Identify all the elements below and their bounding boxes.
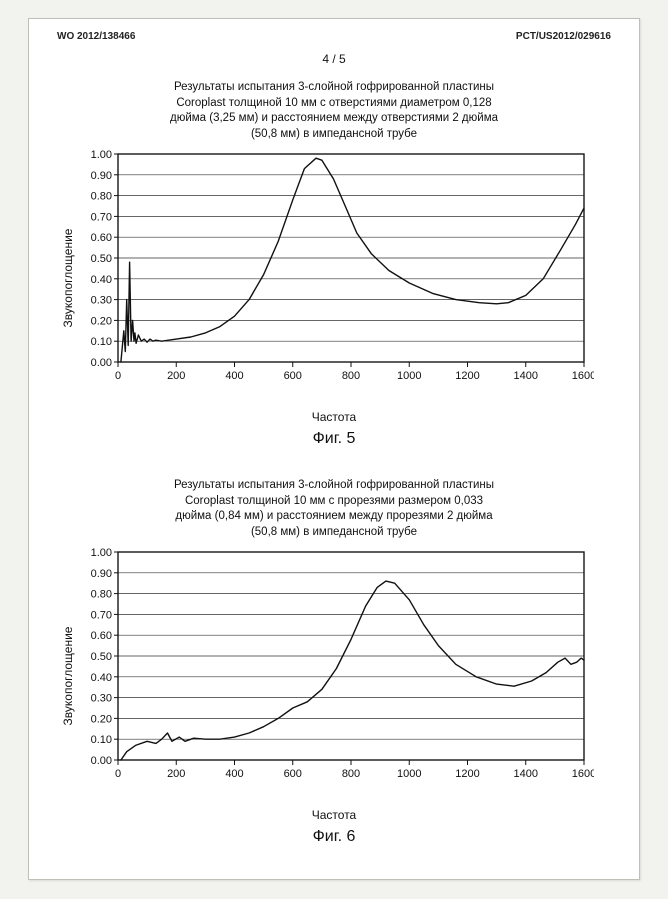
title-line: Результаты испытания 3-слойной гофрирова… (174, 479, 494, 491)
svg-text:1000: 1000 (397, 768, 421, 780)
svg-text:0.60: 0.60 (91, 232, 112, 244)
chart-6: 0.00 0.10 0.20 0.30 0.40 0.50 0.60 0.70 0.80 0.90… (74, 546, 594, 786)
svg-text:0: 0 (115, 768, 121, 780)
x-axis-label: Частота (57, 410, 611, 424)
figure-6-block: Результаты испытания 3-слойной гофрирова… (57, 478, 611, 846)
svg-text:0.20: 0.20 (91, 315, 112, 327)
page-header: WO 2012/138466 PCT/US2012/029616 (57, 31, 611, 42)
svg-text:0.90: 0.90 (91, 170, 112, 182)
svg-text:0.60: 0.60 (91, 630, 112, 642)
title-line: дюйма (0,84 мм) и расстоянием между прор… (175, 510, 492, 522)
svg-text:1200: 1200 (455, 370, 479, 382)
page-container: WO 2012/138466 PCT/US2012/029616 4 / 5 Р… (28, 18, 640, 880)
wo-number: WO 2012/138466 (57, 31, 135, 42)
svg-text:0.50: 0.50 (91, 253, 112, 265)
title-line: (50,8 мм) в импедансной трубе (251, 526, 417, 538)
title-line: дюйма (3,25 мм) и расстоянием между отве… (170, 112, 498, 124)
x-axis-label: Частота (57, 808, 611, 822)
svg-text:800: 800 (342, 370, 360, 382)
chart-5: 0.00 0.10 0.20 0.30 0.40 0.50 0.60 0.70 0.80 0.90… (74, 148, 594, 388)
svg-text:0.30: 0.30 (91, 693, 112, 705)
svg-text:600: 600 (284, 370, 302, 382)
svg-text:400: 400 (225, 370, 243, 382)
chart-5-wrap: Звукопоглощение 0.000.100.200.300.400.50… (74, 148, 594, 408)
svg-text:1200: 1200 (455, 768, 479, 780)
title-line: Результаты испытания 3-слойной гофрирова… (174, 81, 494, 93)
title-line: Coroplast толщиной 10 мм с отверстиями д… (176, 97, 491, 109)
svg-text:200: 200 (167, 370, 185, 382)
svg-text:0: 0 (115, 370, 121, 382)
svg-text:400: 400 (225, 768, 243, 780)
svg-text:0.70: 0.70 (91, 610, 112, 622)
svg-text:0.10: 0.10 (91, 734, 112, 746)
svg-text:0.40: 0.40 (91, 274, 112, 286)
svg-text:0.00: 0.00 (91, 755, 112, 767)
figure-6-label: Фиг. 6 (57, 828, 611, 846)
svg-text:0.50: 0.50 (91, 651, 112, 663)
svg-text:0.70: 0.70 (91, 211, 112, 223)
title-line: Coroplast толщиной 10 мм с прорезями раз… (185, 495, 483, 507)
svg-text:0.80: 0.80 (91, 191, 112, 203)
svg-text:0.20: 0.20 (91, 714, 112, 726)
svg-text:800: 800 (342, 768, 360, 780)
page-number: 4 / 5 (57, 52, 611, 66)
svg-text:200: 200 (167, 768, 185, 780)
svg-text:0.80: 0.80 (91, 589, 112, 601)
svg-text:600: 600 (284, 768, 302, 780)
pct-number: PCT/US2012/029616 (516, 31, 611, 42)
figure-5-label: Фиг. 5 (57, 430, 611, 448)
svg-text:1600: 1600 (572, 370, 594, 382)
figure-5-block: Результаты испытания 3-слойной гофрирова… (57, 80, 611, 448)
svg-text:1.00: 1.00 (91, 149, 112, 161)
svg-text:1400: 1400 (514, 768, 538, 780)
svg-text:1000: 1000 (397, 370, 421, 382)
figure-5-title: Результаты испытания 3-слойной гофрирова… (114, 80, 554, 142)
y-axis-label: Звукопоглощение (61, 627, 75, 726)
svg-text:0.10: 0.10 (91, 336, 112, 348)
svg-text:0.30: 0.30 (91, 295, 112, 307)
y-axis-label: Звукопоглощение (61, 229, 75, 328)
svg-text:0.00: 0.00 (91, 357, 112, 369)
title-line: (50,8 мм) в импедансной трубе (251, 128, 417, 140)
svg-text:1600: 1600 (572, 768, 594, 780)
svg-text:1400: 1400 (514, 370, 538, 382)
figure-6-title: Результаты испытания 3-слойной гофрирова… (114, 478, 554, 540)
svg-text:1.00: 1.00 (91, 547, 112, 559)
chart-6-wrap: Звукопоглощение 0.000.100.200.300.400.50… (74, 546, 594, 806)
svg-text:0.40: 0.40 (91, 672, 112, 684)
svg-text:0.90: 0.90 (91, 568, 112, 580)
